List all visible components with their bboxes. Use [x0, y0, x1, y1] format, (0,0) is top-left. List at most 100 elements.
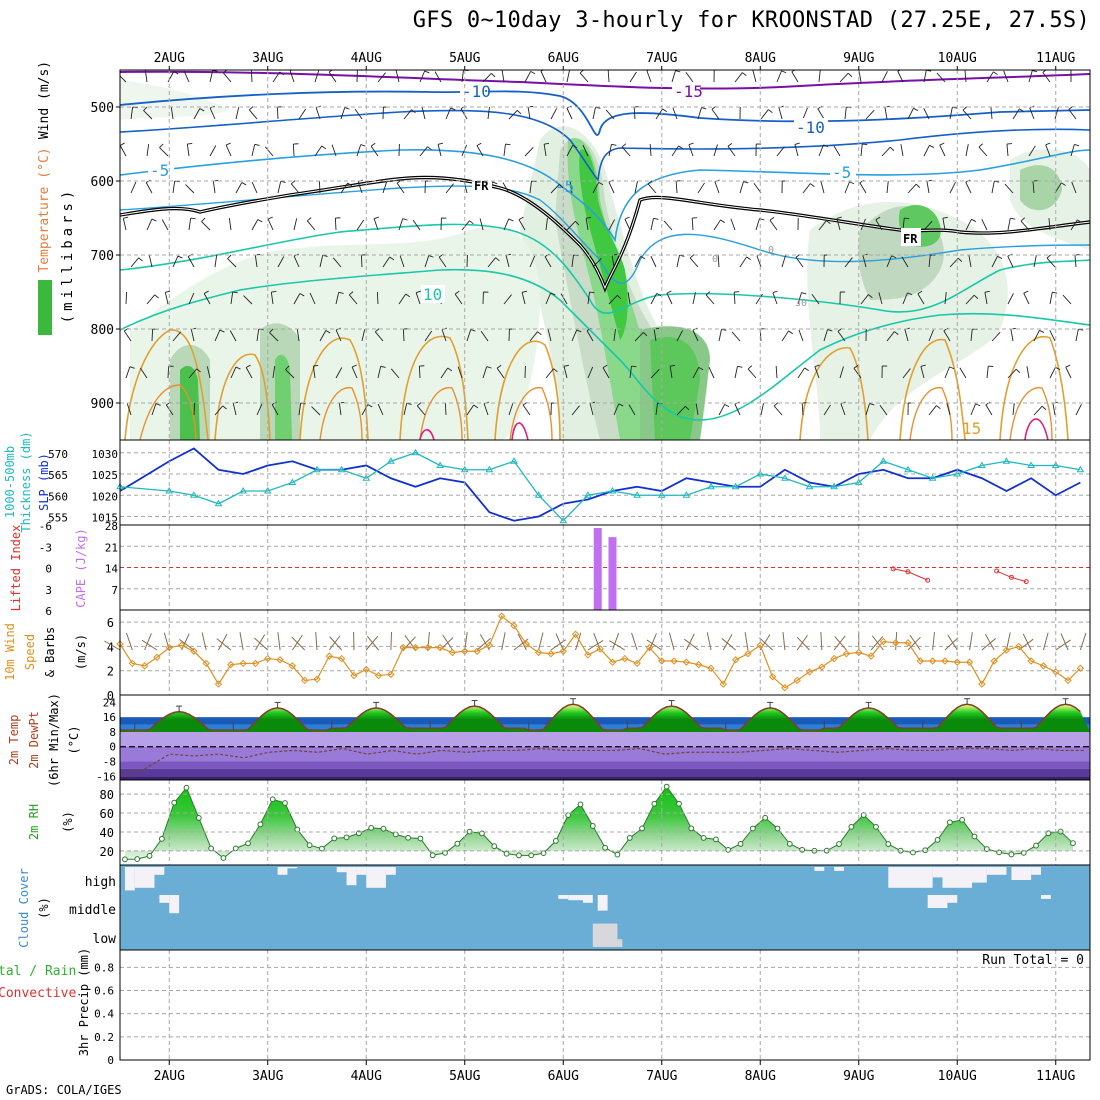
- wind-speed-point: [978, 680, 986, 688]
- contour-label: 15: [962, 419, 981, 438]
- rh-tick-label: 60: [100, 807, 114, 821]
- wind-speed-point: [916, 657, 925, 665]
- temp-band: [120, 776, 1090, 780]
- wind-speed-point: [325, 652, 334, 660]
- rh-point: [195, 814, 202, 821]
- temp-fill: [120, 704, 1090, 732]
- wind10m-barbs: [104, 631, 1087, 651]
- thickness-point: [559, 516, 568, 524]
- pressure-tick-label: 900: [91, 397, 114, 412]
- li-tick-label: -3: [39, 541, 52, 554]
- rh-point: [491, 843, 498, 850]
- precip-convective-label: Convective: [0, 986, 76, 1001]
- wind-speed-point: [251, 659, 260, 668]
- wind-speed-point: [768, 673, 777, 681]
- contour-label: -15: [674, 82, 703, 101]
- wind-speed-point: [1076, 664, 1085, 672]
- cape-bar: [593, 528, 602, 610]
- wind10m-unit: (m/s): [74, 634, 88, 670]
- wind-speed-point: [214, 680, 223, 688]
- isotherm: [120, 70, 1090, 90]
- wind-speed-point: [670, 657, 678, 665]
- temp-tick-label: 0: [109, 741, 116, 754]
- rh-point: [749, 825, 756, 832]
- wind-speed-point: [707, 664, 715, 672]
- temp2m-plot: [120, 698, 1090, 780]
- date-label-top: 3AUG: [252, 51, 283, 66]
- rh-point: [220, 855, 227, 861]
- li-line: [996, 570, 1027, 583]
- wind-speed-point: [744, 650, 752, 658]
- low-cloud-fill: [592, 923, 618, 947]
- wind-speed-line: [119, 615, 1081, 689]
- rh-point: [860, 812, 867, 818]
- rh-point: [934, 836, 941, 843]
- wind-speed-point: [965, 658, 974, 666]
- wind-tick-label: 2: [107, 665, 114, 679]
- wind-speed-point: [337, 654, 346, 663]
- rh-point: [946, 819, 953, 826]
- rh-point: [577, 801, 584, 808]
- rh-point: [737, 841, 744, 847]
- date-label-top: 11AUG: [1036, 51, 1075, 66]
- thickness-point: [780, 474, 789, 481]
- rh-point: [700, 835, 707, 841]
- rh-point: [232, 845, 239, 852]
- rh-point: [294, 826, 301, 833]
- isotherm: [120, 268, 1090, 421]
- rh-point: [319, 845, 325, 852]
- wind-speed-point: [374, 671, 383, 680]
- wind-speed-point: [941, 657, 949, 665]
- wind-speed-point: [387, 670, 395, 679]
- wind-speed-point: [362, 665, 370, 674]
- rh-point: [1070, 840, 1076, 847]
- high-cloud-gap: [1011, 867, 1032, 880]
- grads-credit: GrADS: COLA/IGES: [6, 1083, 122, 1097]
- date-label-bottom: 8AUG: [745, 1069, 776, 1084]
- temp-tick-label: 16: [103, 711, 116, 724]
- li-point: [925, 577, 931, 583]
- wind-speed-point: [128, 659, 137, 668]
- precip-tick-label: 0.4: [94, 1008, 114, 1021]
- pressure-tick-label: 600: [91, 175, 114, 190]
- rh-point: [983, 846, 990, 852]
- temp-tick-label: 24: [103, 696, 117, 709]
- wind-speed-point: [879, 637, 888, 646]
- pressure-axis-label: (millibars): [60, 187, 76, 324]
- wind10m-label: 10m Wind: [3, 623, 17, 681]
- high-cloud-gap: [942, 867, 973, 888]
- isotherm: [1024, 418, 1049, 440]
- contour-label: 0: [768, 245, 774, 256]
- isotherm: [999, 336, 1069, 440]
- wind-speed-point: [990, 657, 998, 665]
- wind-speed-point: [621, 654, 629, 663]
- thickness-point: [830, 482, 839, 490]
- date-label-top: 5AUG: [449, 51, 480, 66]
- rh-point: [331, 835, 338, 842]
- date-label-bottom: 10AUG: [938, 1069, 977, 1084]
- rh-tick-label: 40: [100, 826, 114, 840]
- li-axis-label: Lifted Index: [9, 525, 23, 612]
- rh-point: [589, 823, 596, 829]
- isotherm: [799, 347, 869, 440]
- wind-speed-point: [891, 639, 900, 647]
- rh-point: [454, 840, 461, 847]
- contour-label: -5: [150, 161, 169, 180]
- high-cloud-gap: [287, 867, 298, 869]
- date-label-bottom: 7AUG: [646, 1069, 677, 1084]
- low-cloud-fill: [617, 939, 623, 947]
- rh-point: [158, 835, 165, 842]
- isotherm: [909, 386, 953, 440]
- wind-speed-point: [1039, 662, 1048, 670]
- date-label-bottom: 2AUG: [154, 1069, 185, 1084]
- cloud-middle-label: middle: [69, 903, 116, 918]
- rh-point: [257, 821, 264, 828]
- cape-bar: [608, 537, 617, 610]
- slp-line: [119, 447, 1081, 522]
- precip-tick-label: 0.2: [94, 1031, 114, 1044]
- thickness-point: [411, 448, 420, 456]
- rh-point: [614, 851, 621, 858]
- wind-speed-point: [522, 640, 531, 648]
- thickness-point: [583, 491, 592, 498]
- dewpt2m-label: 2m DewPt: [27, 711, 41, 769]
